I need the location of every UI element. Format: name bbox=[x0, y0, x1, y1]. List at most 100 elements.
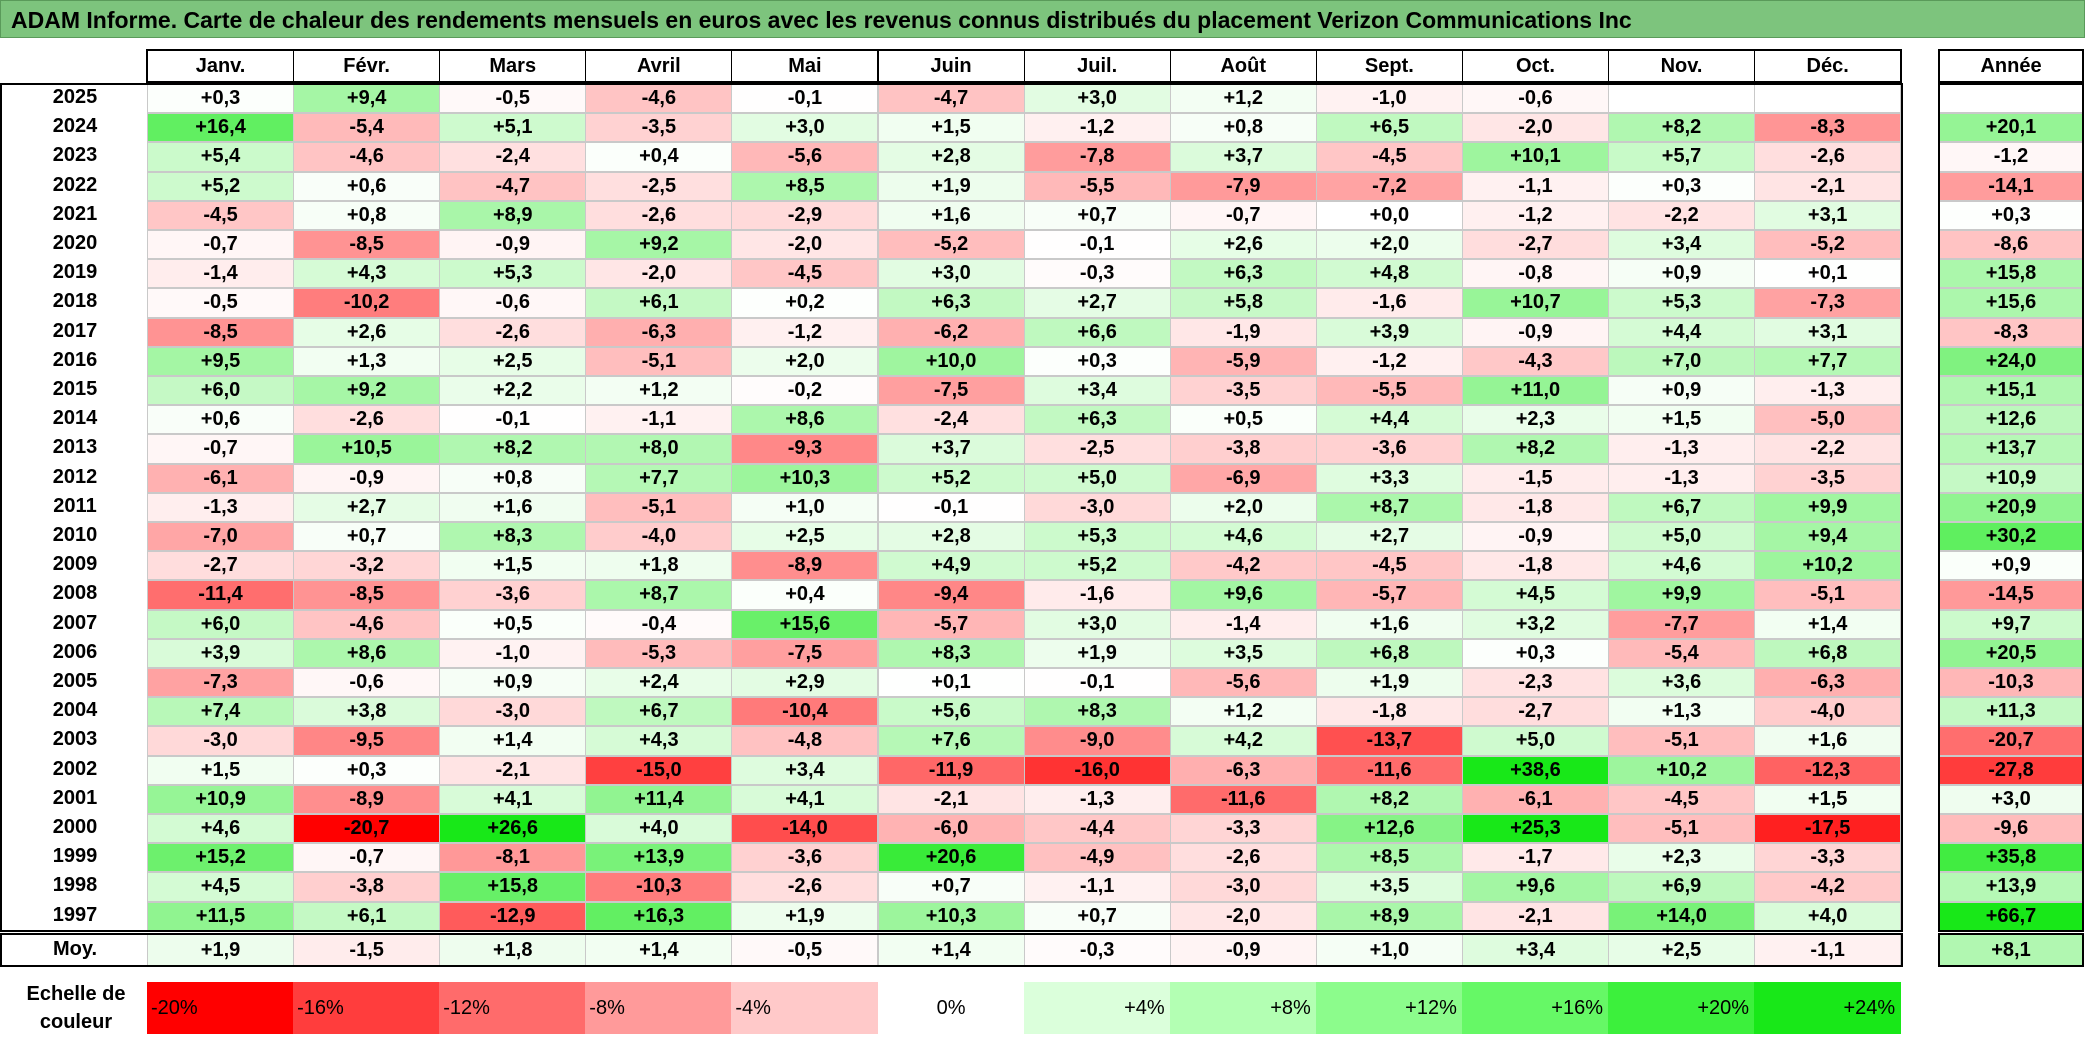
heatmap-cell: -1,4 bbox=[147, 259, 295, 289]
heatmap-cell: -5,4 bbox=[293, 113, 441, 143]
heatmap-cell: +1,6 bbox=[439, 492, 587, 522]
heatmap-cell: -0,9 bbox=[1461, 317, 1609, 347]
average-cell: +1,4 bbox=[585, 934, 733, 966]
row-year-label: 1998 bbox=[52, 874, 98, 897]
heatmap-cell: +3,9 bbox=[1315, 317, 1463, 347]
row-year-label: 2020 bbox=[52, 232, 98, 254]
heatmap-cell: +2,4 bbox=[585, 668, 733, 698]
heatmap-cell: -10,2 bbox=[293, 288, 441, 318]
heatmap-cell: +6,1 bbox=[293, 901, 441, 931]
heatmap-cell: +15,6 bbox=[731, 609, 879, 639]
heatmap-cell: -0,1 bbox=[1023, 668, 1171, 698]
heatmap-cell: +5,3 bbox=[1608, 288, 1756, 318]
heatmap-cell: +15,8 bbox=[439, 872, 587, 902]
heatmap-cell: +13,9 bbox=[585, 843, 733, 873]
heatmap-cell: -4,0 bbox=[1754, 697, 1902, 727]
heatmap-cell: +2,8 bbox=[877, 142, 1025, 172]
heatmap-cell: +10,5 bbox=[293, 434, 441, 464]
heatmap-cell: -1,8 bbox=[1315, 697, 1463, 727]
heatmap-cell: -5,0 bbox=[1754, 405, 1902, 435]
heatmap-cell: -1,3 bbox=[147, 492, 295, 522]
legend-swatch: -4% bbox=[731, 982, 879, 1034]
heatmap-cell: -4,6 bbox=[585, 84, 733, 114]
annual-return-cell: +20,5 bbox=[1939, 638, 2083, 668]
row-year-label: 2017 bbox=[52, 319, 98, 342]
average-annual-cell: +8,1 bbox=[1939, 934, 2083, 966]
legend-swatch: -12% bbox=[439, 982, 587, 1034]
heatmap-cell: -4,5 bbox=[1315, 551, 1463, 581]
heatmap-cell: +3,1 bbox=[1754, 200, 1902, 230]
heatmap-cell: -14,0 bbox=[731, 814, 879, 844]
heatmap-cell: -4,6 bbox=[293, 609, 441, 639]
heatmap-cell: -2,6 bbox=[1169, 843, 1317, 873]
legend-swatch: 0% bbox=[877, 982, 1025, 1034]
heatmap-cell: -3,8 bbox=[1169, 434, 1317, 464]
heatmap-cell: -6,3 bbox=[585, 317, 733, 347]
average-cell: +1,4 bbox=[877, 934, 1025, 966]
annual-return-cell: +10,9 bbox=[1939, 463, 2083, 493]
heatmap-cell: +8,2 bbox=[439, 434, 587, 464]
heatmap-cell: +2,0 bbox=[1315, 230, 1463, 260]
heatmap-cell: +8,9 bbox=[439, 200, 587, 230]
heatmap-cell: -3,6 bbox=[731, 843, 879, 873]
heatmap-cell: +1,5 bbox=[439, 551, 587, 581]
heatmap-cell: +0,3 bbox=[1461, 638, 1609, 668]
heatmap-cell: +5,2 bbox=[877, 463, 1025, 493]
heatmap-cell: +1,3 bbox=[293, 346, 441, 376]
heatmap-cell: -4,2 bbox=[1169, 551, 1317, 581]
heatmap-cell: -1,1 bbox=[1461, 171, 1609, 201]
heatmap-cell: +3,0 bbox=[731, 113, 879, 143]
heatmap-cell: +9,6 bbox=[1461, 872, 1609, 902]
heatmap-cell: +3,9 bbox=[147, 638, 295, 668]
month-header: Févr. bbox=[293, 50, 441, 82]
heatmap-cell: +11,0 bbox=[1461, 376, 1609, 406]
heatmap-cell: +3,2 bbox=[1461, 609, 1609, 639]
row-year-label: 2006 bbox=[52, 640, 98, 663]
heatmap-cell: -2,9 bbox=[731, 200, 879, 230]
heatmap-cell: -4,6 bbox=[293, 142, 441, 172]
heatmap-cell: -4,5 bbox=[147, 200, 295, 230]
heatmap-cell: -6,0 bbox=[877, 814, 1025, 844]
heatmap-cell: +2,7 bbox=[293, 492, 441, 522]
heatmap-cell: +0,9 bbox=[1608, 259, 1756, 289]
heatmap-cell: +2,0 bbox=[731, 346, 879, 376]
annual-return-cell: -8,3 bbox=[1939, 317, 2083, 347]
average-cell: +1,0 bbox=[1315, 934, 1463, 966]
heatmap-cell: -2,7 bbox=[147, 551, 295, 581]
heatmap-cell: -1,3 bbox=[1754, 376, 1902, 406]
heatmap-cell: -4,0 bbox=[585, 522, 733, 552]
annual-return-cell: -10,3 bbox=[1939, 668, 2083, 698]
heatmap-cell: +1,9 bbox=[877, 171, 1025, 201]
row-year-label: 2010 bbox=[52, 524, 98, 546]
heatmap-cell: -2,0 bbox=[1461, 113, 1609, 143]
legend-swatch: -16% bbox=[293, 982, 441, 1034]
heatmap-cell: -9,5 bbox=[293, 726, 441, 756]
heatmap-cell: +6,6 bbox=[1023, 317, 1171, 347]
heatmap-cell: +9,5 bbox=[147, 346, 295, 376]
heatmap-cell: +3,3 bbox=[1315, 463, 1463, 493]
heatmap-cell: -0,7 bbox=[293, 843, 441, 873]
row-year-label: 2003 bbox=[52, 728, 98, 751]
heatmap-cell: +3,5 bbox=[1169, 638, 1317, 668]
heatmap-cell: -3,0 bbox=[439, 697, 587, 727]
heatmap-cell: -1,0 bbox=[439, 638, 587, 668]
row-year-label: 2025 bbox=[52, 86, 98, 108]
heatmap-cell: +4,0 bbox=[1754, 901, 1902, 931]
heatmap-cell: -0,9 bbox=[293, 463, 441, 493]
heatmap-cell: +8,6 bbox=[731, 405, 879, 435]
row-year-label: 2024 bbox=[52, 115, 98, 138]
heatmap-cell: +10,7 bbox=[1461, 288, 1609, 318]
heatmap-cell: -5,1 bbox=[585, 492, 733, 522]
heatmap-cell: -0,3 bbox=[1023, 259, 1171, 289]
heatmap-cell: +10,2 bbox=[1608, 755, 1756, 785]
legend-title: Echelle de couleur bbox=[26, 983, 126, 1033]
heatmap-cell: +14,0 bbox=[1608, 901, 1756, 931]
heatmap-cell: +7,7 bbox=[1754, 346, 1902, 376]
heatmap-cell: +6,7 bbox=[585, 697, 733, 727]
legend-swatch: +8% bbox=[1169, 982, 1317, 1034]
heatmap-cell: -2,3 bbox=[1461, 668, 1609, 698]
heatmap-cell: +8,7 bbox=[585, 580, 733, 610]
heatmap-cell: -7,3 bbox=[1754, 288, 1902, 318]
month-header: Avril bbox=[585, 50, 733, 82]
annual-return-cell: +15,6 bbox=[1939, 288, 2083, 318]
